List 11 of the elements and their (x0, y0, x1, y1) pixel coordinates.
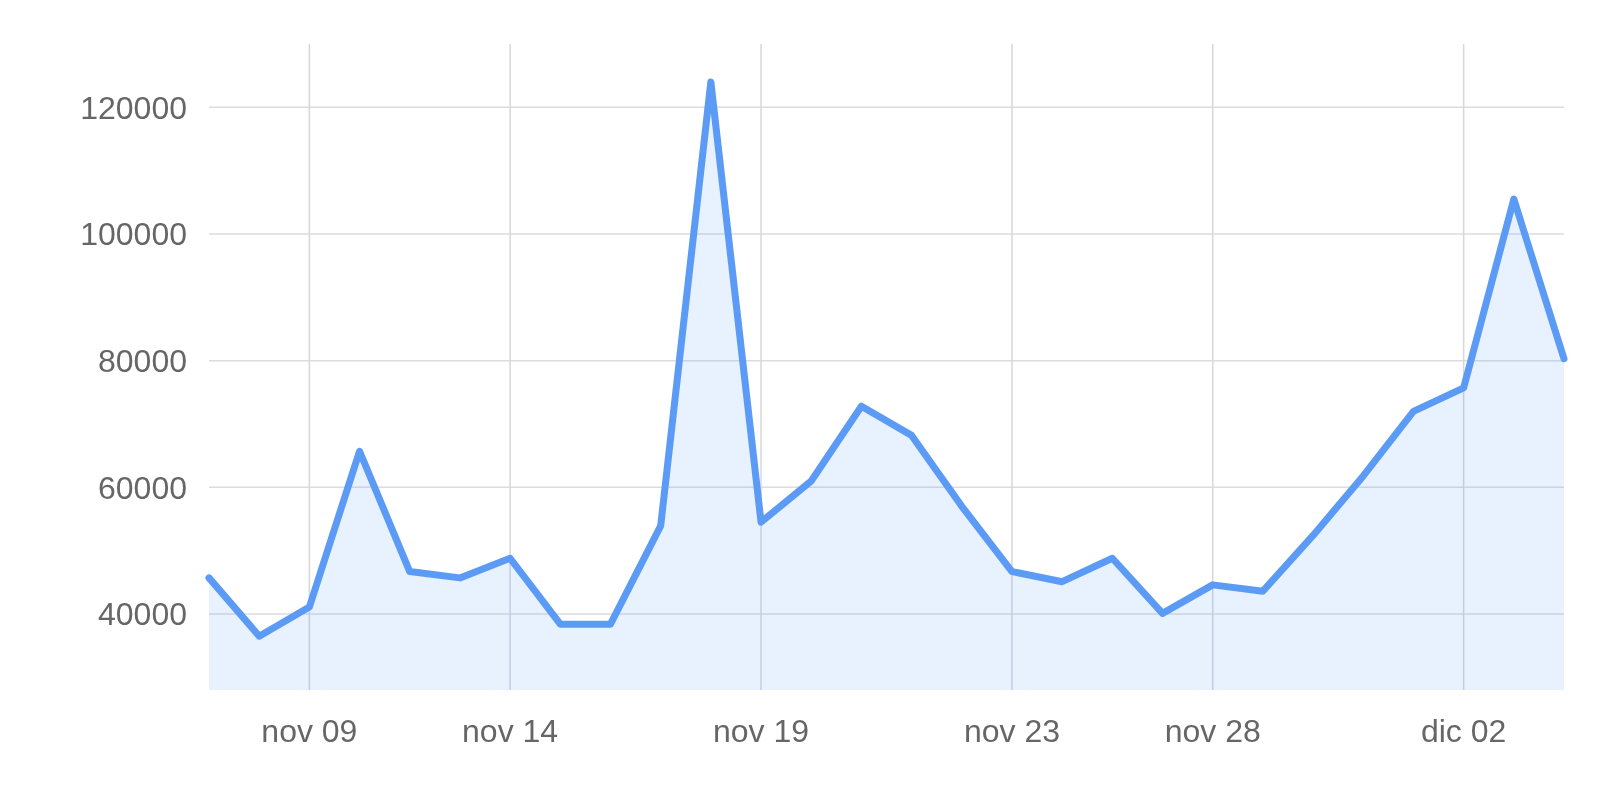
x-tick-label: nov 14 (462, 713, 559, 749)
y-tick-label: 100000 (80, 216, 187, 253)
x-tick-label: nov 28 (1164, 713, 1261, 749)
x-tick-label: nov 09 (261, 713, 358, 749)
x-tick-label: dic 02 (1420, 713, 1507, 749)
y-tick-label: 40000 (98, 596, 187, 633)
x-tick-label: nov 23 (963, 713, 1060, 749)
x-tick-label: nov 19 (713, 713, 810, 749)
y-tick-label: 120000 (80, 89, 187, 126)
y-tick-label: 80000 (98, 342, 187, 379)
y-tick-label: 60000 (98, 469, 187, 506)
